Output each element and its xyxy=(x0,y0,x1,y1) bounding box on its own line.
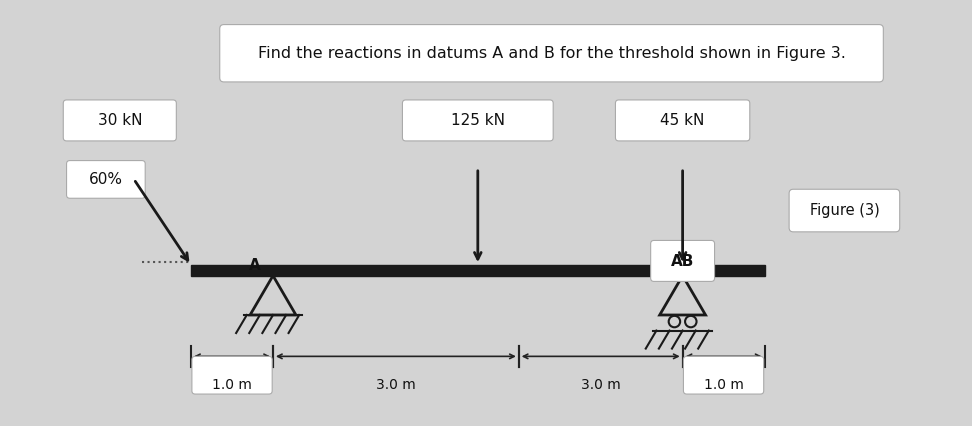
Text: 60%: 60% xyxy=(88,172,122,187)
FancyBboxPatch shape xyxy=(63,100,176,141)
FancyBboxPatch shape xyxy=(220,25,884,82)
Text: 1.0 m: 1.0 m xyxy=(212,378,252,391)
Text: Figure (3): Figure (3) xyxy=(810,203,880,218)
Text: 30 kN: 30 kN xyxy=(97,113,142,128)
FancyBboxPatch shape xyxy=(650,240,714,282)
Text: A: A xyxy=(249,258,260,273)
Text: 3.0 m: 3.0 m xyxy=(376,378,416,391)
Text: 1.0 m: 1.0 m xyxy=(704,378,744,391)
Text: 3.0 m: 3.0 m xyxy=(581,378,620,391)
Text: 125 kN: 125 kN xyxy=(451,113,504,128)
Text: Find the reactions in datums A and B for the threshold shown in Figure 3.: Find the reactions in datums A and B for… xyxy=(258,46,846,61)
FancyBboxPatch shape xyxy=(789,189,900,232)
Text: 45 kN: 45 kN xyxy=(660,113,705,128)
Bar xyxy=(191,265,765,276)
Text: AB: AB xyxy=(671,254,694,269)
FancyBboxPatch shape xyxy=(402,100,553,141)
FancyBboxPatch shape xyxy=(683,357,764,394)
FancyBboxPatch shape xyxy=(66,161,145,198)
FancyBboxPatch shape xyxy=(615,100,749,141)
FancyBboxPatch shape xyxy=(191,357,272,394)
